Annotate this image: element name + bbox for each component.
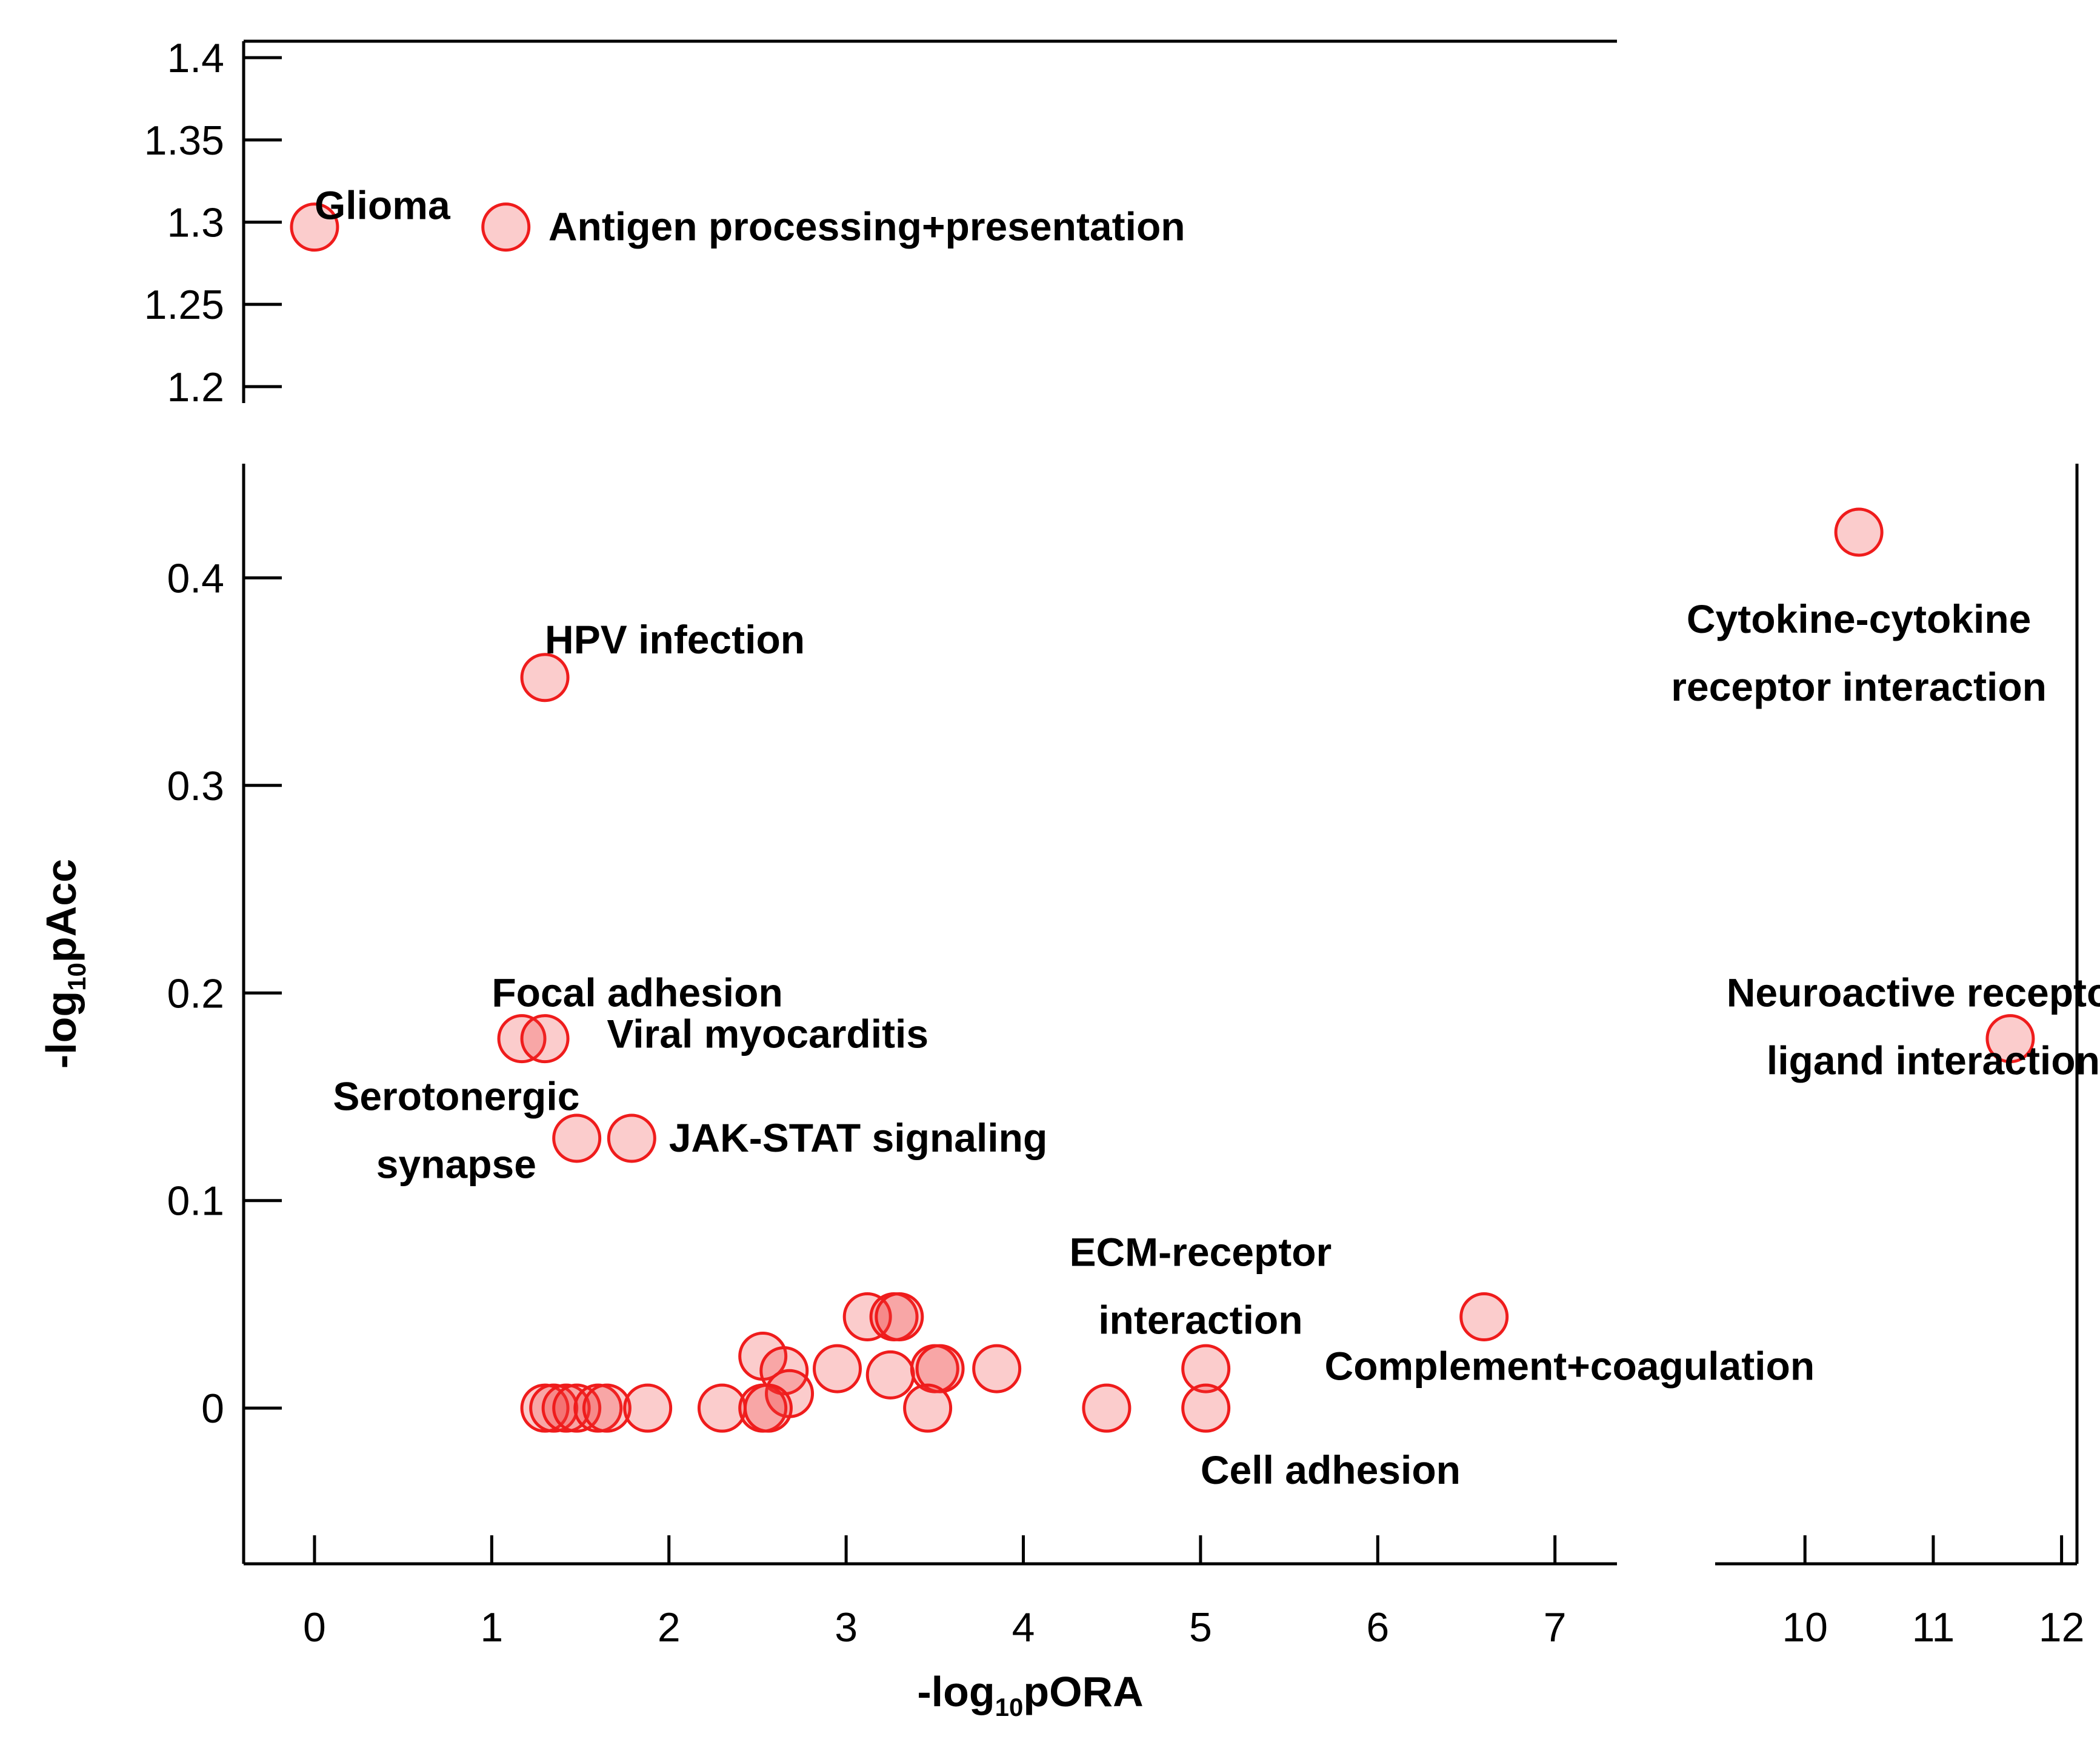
x-tick-label: 10 <box>1782 1604 1828 1650</box>
data-point <box>875 1292 924 1341</box>
y-tick-label: 1.3 <box>167 200 224 246</box>
annotation-label: Antigen processing+presentation <box>548 204 1185 249</box>
data-point <box>582 1383 632 1433</box>
data-point <box>520 653 570 702</box>
data-point <box>743 1383 793 1433</box>
x-tick-label: 4 <box>1012 1604 1035 1650</box>
data-point <box>1834 507 1884 557</box>
annotation-label: Focal adhesion <box>492 970 782 1015</box>
x-tick-label: 12 <box>2039 1604 2085 1650</box>
x-tick-label: 11 <box>1912 1604 1955 1650</box>
y-tick-label: 0.3 <box>167 763 224 809</box>
data-point <box>481 202 531 252</box>
data-point <box>623 1383 673 1433</box>
annotation-label: HPV infection <box>545 617 805 662</box>
annotation-label: Neuroactive receptor-ligand interaction <box>1727 970 2100 1083</box>
data-point <box>1985 1014 2035 1064</box>
x-axis-title: -log10pORA <box>917 1668 1143 1721</box>
data-point <box>1181 1344 1231 1393</box>
data-point <box>1082 1383 1132 1433</box>
x-tick-label: 1 <box>480 1604 503 1650</box>
data-point <box>865 1350 915 1400</box>
data-point <box>520 1014 570 1064</box>
y-tick-label: 0 <box>201 1386 224 1432</box>
annotations: Glioma Antigen processing+presentation Cyt… <box>315 182 2100 1492</box>
annotation-label: Cell adhesion <box>1201 1447 1461 1492</box>
y-tick-label: 0.1 <box>167 1178 224 1224</box>
annotation-label: Serotonergic synapse <box>333 1073 579 1186</box>
data-point <box>552 1113 602 1163</box>
x-tick-label: 0 <box>303 1604 326 1650</box>
data-points <box>290 202 2035 1433</box>
y-tick-label: 0.4 <box>167 555 224 601</box>
data-point <box>290 202 339 252</box>
annotation-label: Cytokine-cytokine receptor interaction <box>1671 596 2047 709</box>
data-point <box>915 1344 965 1393</box>
annotation-label: ECM-receptor interaction <box>1070 1229 1332 1342</box>
y-tick-label: 1.2 <box>167 364 224 410</box>
data-point <box>903 1383 953 1433</box>
y-tick-label: 1.35 <box>144 118 224 164</box>
x-tick-label: 3 <box>835 1604 858 1650</box>
axes <box>242 39 2079 1566</box>
y-tick-label: 1.25 <box>144 282 224 328</box>
data-point <box>607 1113 656 1163</box>
annotation-label: Complement+coagulation <box>1325 1344 1815 1389</box>
x-tick-label: 2 <box>658 1604 681 1650</box>
x-tick-label: 5 <box>1189 1604 1212 1650</box>
x-tick-label: 6 <box>1366 1604 1389 1650</box>
data-point <box>697 1383 747 1433</box>
annotation-label: Viral myocarditis <box>607 1012 928 1056</box>
y-tick-label: 1.4 <box>167 35 224 81</box>
annotation-label: JAK-STAT signaling <box>669 1115 1048 1160</box>
y-axis-title: -log10pAcc <box>38 859 91 1069</box>
x-tick-label: 7 <box>1544 1604 1567 1650</box>
data-point <box>1459 1292 1509 1341</box>
annotation-label: Glioma <box>315 182 451 227</box>
data-point <box>812 1344 862 1393</box>
data-point <box>972 1344 1022 1393</box>
data-point <box>1181 1383 1231 1433</box>
ticks: 0 1 2 3 4 5 6 7 10 11 1200.10.20.30.41.21.251.31.3… <box>144 35 2085 1650</box>
y-tick-label: 0.2 <box>167 970 224 1016</box>
